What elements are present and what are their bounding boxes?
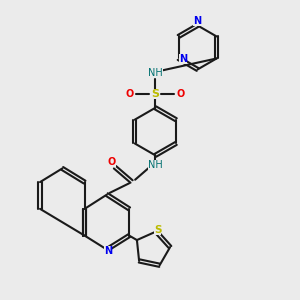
Text: N: N — [104, 246, 112, 256]
Text: NH: NH — [148, 160, 163, 170]
Text: NH: NH — [148, 68, 163, 78]
Text: O: O — [108, 158, 116, 167]
Text: S: S — [151, 89, 159, 99]
Text: O: O — [176, 89, 185, 99]
Text: N: N — [194, 16, 202, 26]
Text: S: S — [154, 225, 161, 235]
Text: N: N — [179, 54, 187, 64]
Text: O: O — [126, 89, 134, 99]
